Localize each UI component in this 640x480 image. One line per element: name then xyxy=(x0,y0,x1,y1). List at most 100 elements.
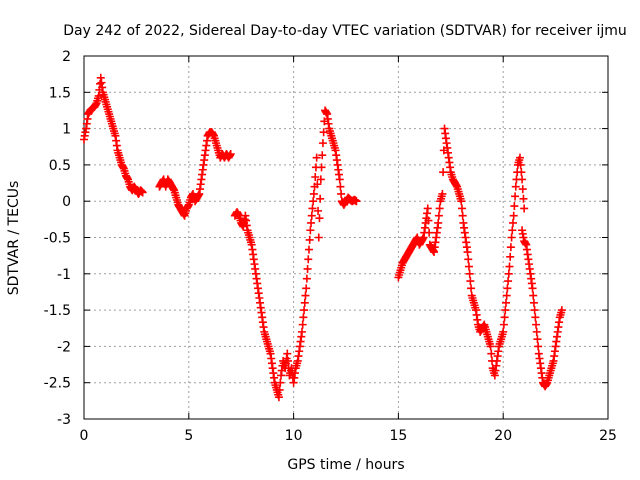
data-point-marker xyxy=(499,320,508,329)
series-group xyxy=(155,128,235,220)
data-markers xyxy=(80,73,566,402)
y-tick-label: -0.5 xyxy=(44,231,71,247)
data-point-marker xyxy=(313,180,322,189)
data-point-marker xyxy=(503,284,512,293)
data-point-marker xyxy=(518,185,527,194)
data-point-marker xyxy=(467,284,476,293)
data-point-marker xyxy=(439,168,448,177)
data-point-marker xyxy=(466,277,475,286)
y-tick-label: -2.5 xyxy=(44,376,71,392)
data-point-marker xyxy=(464,262,473,271)
data-point-marker xyxy=(520,204,529,213)
data-point-marker xyxy=(502,291,511,300)
data-point-marker xyxy=(529,298,538,307)
data-point-marker xyxy=(529,291,538,300)
data-point-marker xyxy=(297,327,306,336)
data-point-marker xyxy=(435,204,444,213)
data-point-marker xyxy=(500,313,509,322)
data-point-marker xyxy=(302,284,311,293)
data-point-marker xyxy=(298,320,307,329)
data-point-marker xyxy=(511,182,520,191)
data-point-marker xyxy=(434,218,443,227)
data-point-marker xyxy=(505,262,514,271)
series-group xyxy=(230,106,361,402)
data-point-marker xyxy=(283,349,292,358)
data-point-marker xyxy=(516,160,525,169)
x-tick-label: 20 xyxy=(494,428,512,444)
x-tick-label: 25 xyxy=(599,428,617,444)
data-point-marker xyxy=(528,284,537,293)
y-axis-label: SDTVAR / TECUs xyxy=(6,181,22,296)
data-point-marker xyxy=(312,153,321,162)
data-point-marker xyxy=(304,255,313,264)
data-point-marker xyxy=(424,216,433,225)
y-tick-label: -1.5 xyxy=(44,303,71,319)
data-point-marker xyxy=(532,327,541,336)
data-point-marker xyxy=(352,197,361,206)
data-point-marker xyxy=(532,320,541,329)
axis-ticks: 0 5 10 15 20 25 -3 -2.5 -2 -1.5 -1 -0.5 0 0.5 1 1.5 2 xyxy=(44,49,617,444)
data-point-marker xyxy=(486,342,495,351)
data-point-marker xyxy=(531,313,540,322)
data-point-marker xyxy=(457,204,466,213)
data-point-marker xyxy=(506,243,515,252)
x-tick-label: 5 xyxy=(184,428,193,444)
data-point-marker xyxy=(314,206,323,215)
data-point-marker xyxy=(519,194,528,203)
y-tick-label: 2 xyxy=(62,49,71,65)
y-tick-label: 1 xyxy=(62,122,71,138)
chart-title: Day 242 of 2022, Sidereal Day-to-day VTE… xyxy=(63,23,627,39)
data-point-marker xyxy=(307,211,316,220)
data-point-marker xyxy=(438,189,447,198)
data-point-marker xyxy=(303,264,312,273)
data-point-marker xyxy=(316,194,325,203)
grid-lines xyxy=(84,56,608,419)
data-point-marker xyxy=(511,192,520,201)
data-point-marker xyxy=(336,182,345,191)
y-tick-label: -3 xyxy=(57,412,71,428)
data-point-marker xyxy=(274,393,283,402)
data-point-marker xyxy=(530,306,539,315)
data-point-marker xyxy=(423,204,432,213)
data-point-marker xyxy=(276,378,285,387)
data-point-marker xyxy=(284,356,293,365)
data-point-marker xyxy=(510,202,519,211)
data-point-marker xyxy=(533,335,542,344)
data-point-marker xyxy=(307,218,316,227)
data-point-marker xyxy=(517,168,526,177)
y-tick-label: 0.5 xyxy=(49,158,71,174)
data-point-marker xyxy=(509,211,518,220)
data-point-marker xyxy=(309,189,318,198)
data-point-marker xyxy=(317,163,326,172)
data-point-marker xyxy=(301,291,310,300)
x-tick-label: 10 xyxy=(285,428,303,444)
data-point-marker xyxy=(458,211,467,220)
data-point-marker xyxy=(463,248,472,257)
data-point-marker xyxy=(464,255,473,264)
y-tick-label: -2 xyxy=(57,339,71,355)
data-point-marker xyxy=(337,189,346,198)
y-tick-label: 0 xyxy=(62,194,71,210)
data-point-marker xyxy=(299,313,308,322)
data-point-marker xyxy=(434,211,443,220)
data-point-marker xyxy=(518,175,527,184)
data-point-marker xyxy=(226,150,235,159)
data-point-marker xyxy=(457,197,466,206)
data-point-marker xyxy=(515,153,524,162)
data-point-marker xyxy=(507,233,516,242)
data-point-marker xyxy=(314,233,323,242)
data-point-marker xyxy=(300,298,309,307)
data-point-marker xyxy=(138,188,147,197)
data-point-marker xyxy=(557,306,566,315)
x-axis-label: GPS time / hours xyxy=(287,457,404,473)
y-tick-label: -1 xyxy=(57,267,71,283)
data-point-marker xyxy=(319,128,328,137)
data-point-marker xyxy=(311,173,320,181)
data-point-marker xyxy=(305,235,314,244)
data-point-marker xyxy=(318,139,327,148)
data-point-marker xyxy=(304,245,313,254)
data-point-marker xyxy=(501,298,510,307)
data-point-marker xyxy=(501,306,510,315)
x-tick-label: 15 xyxy=(389,428,407,444)
